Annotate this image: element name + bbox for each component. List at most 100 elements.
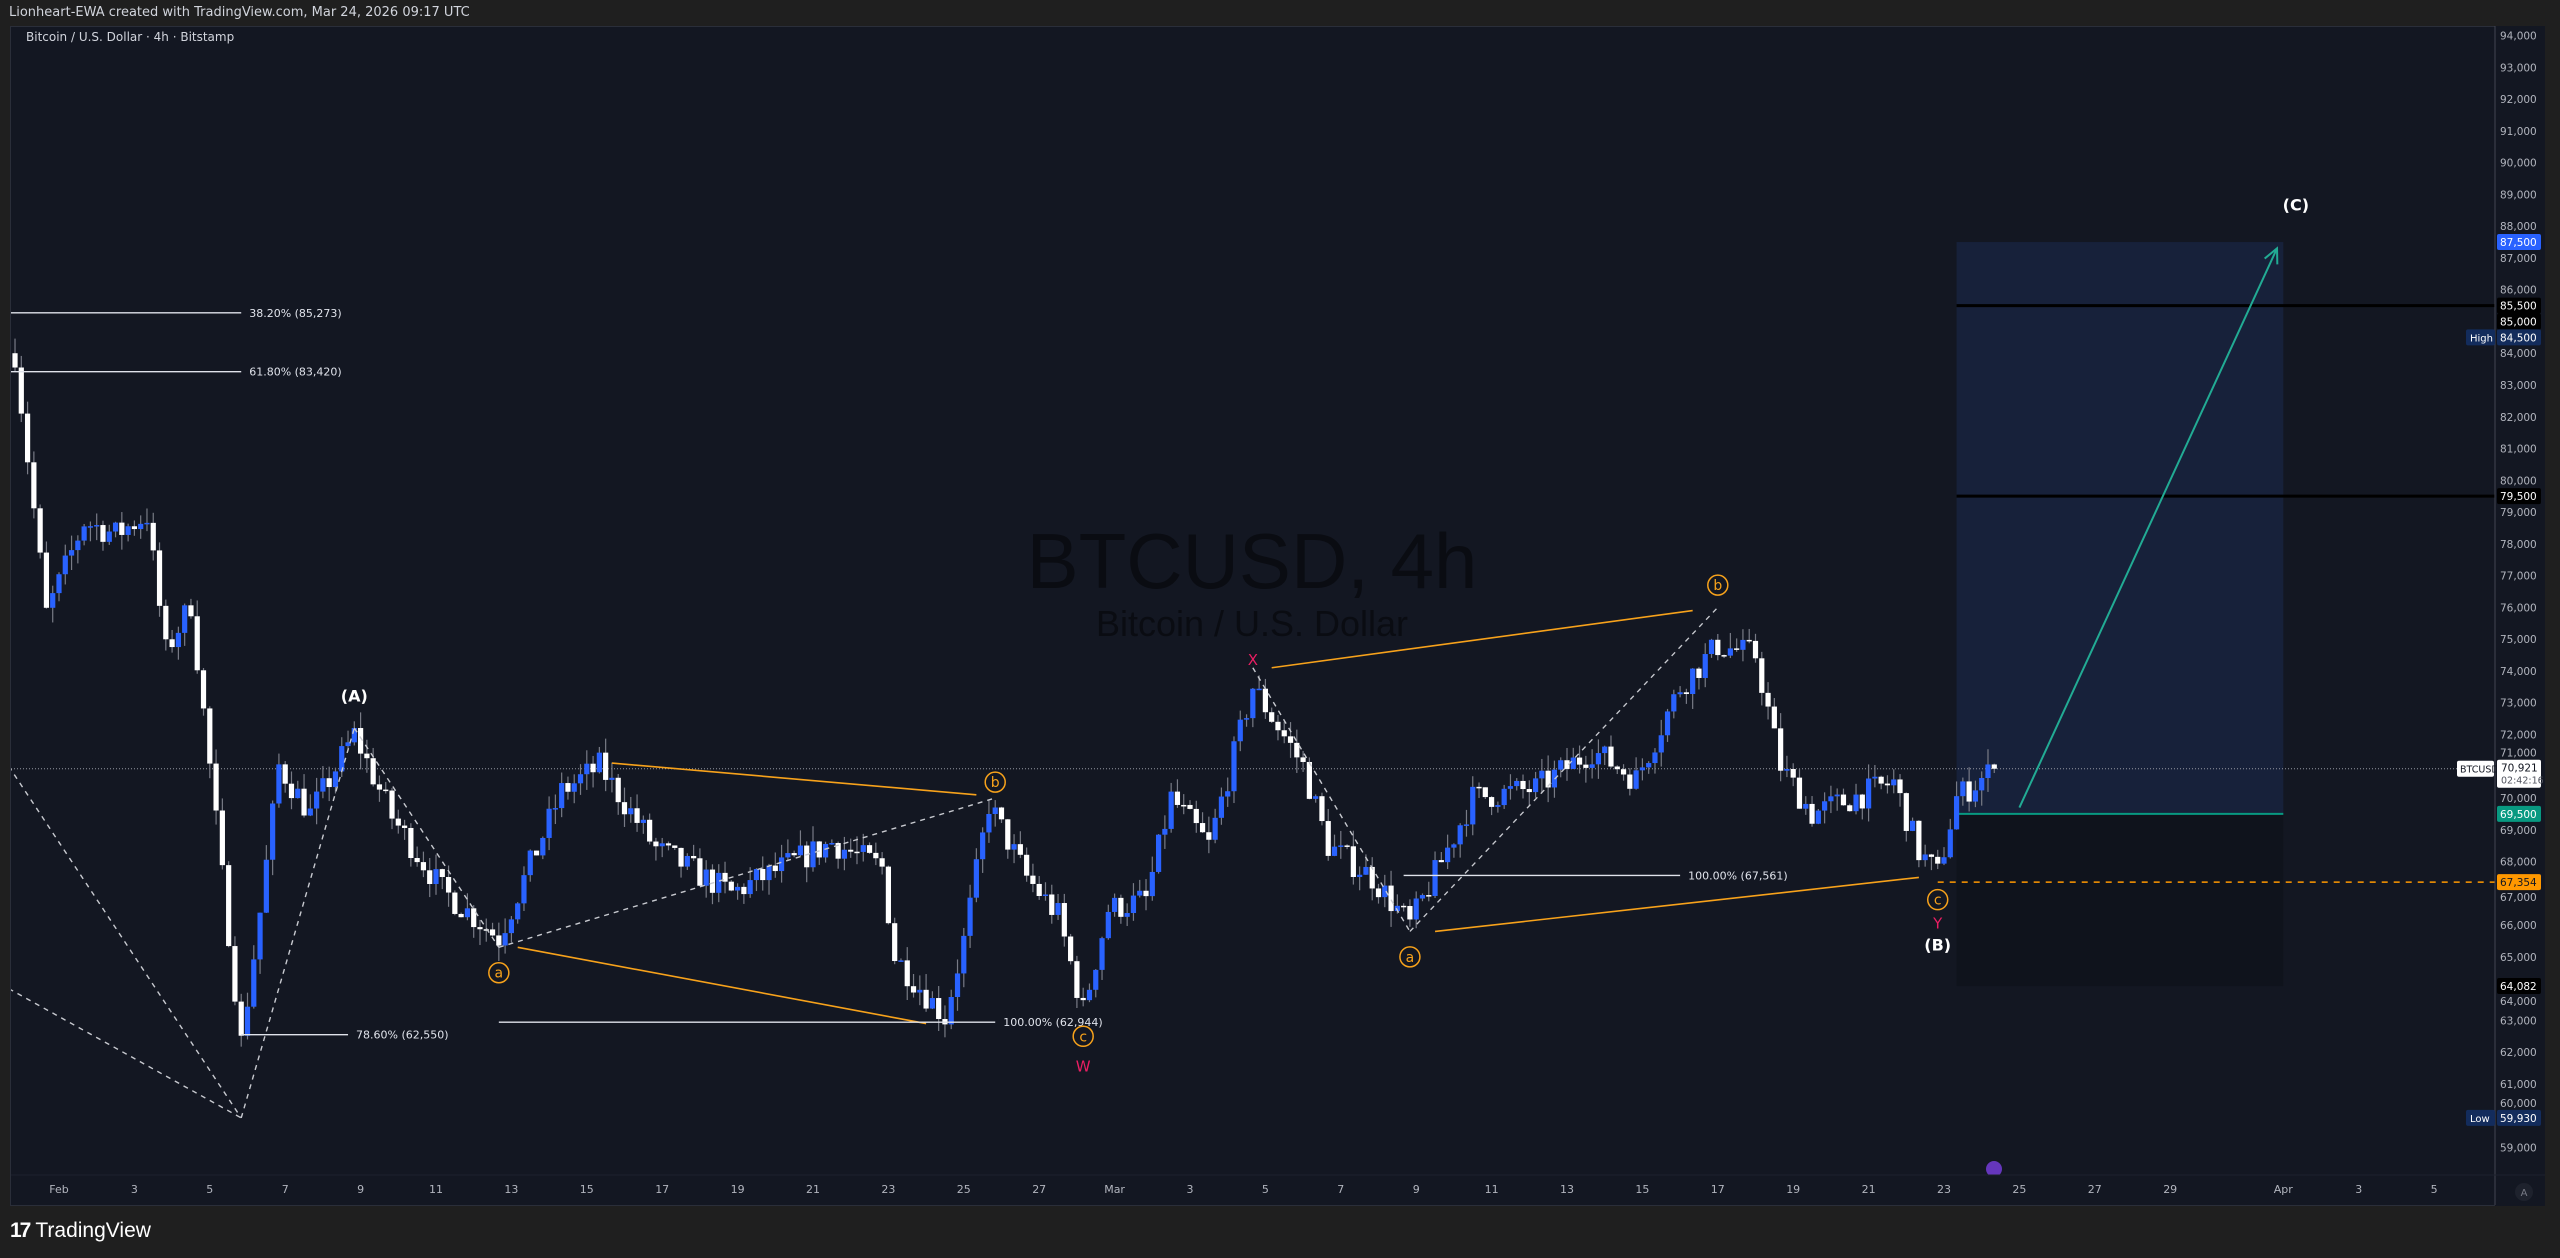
candle xyxy=(1476,782,1482,799)
wave-label: b xyxy=(1713,578,1722,594)
candle-body xyxy=(1237,719,1243,742)
candle-body xyxy=(533,850,540,856)
candle-body xyxy=(678,847,684,867)
candle xyxy=(1005,818,1011,859)
candle xyxy=(684,853,690,870)
candle-body xyxy=(1256,688,1262,691)
candle-body xyxy=(43,552,50,608)
candle xyxy=(1979,771,1985,806)
candle xyxy=(1445,834,1451,870)
price-badge-value: 87,500 xyxy=(2500,237,2537,249)
candle xyxy=(1413,891,1419,929)
candle xyxy=(634,794,640,832)
candle xyxy=(1124,903,1130,927)
candle xyxy=(1199,812,1206,833)
candle xyxy=(540,836,546,860)
candle-body xyxy=(1790,768,1796,778)
candle-body xyxy=(552,808,558,810)
candle xyxy=(1822,792,1828,824)
candle xyxy=(552,794,558,825)
candle xyxy=(1055,893,1061,920)
candle-body xyxy=(1294,742,1300,758)
candle xyxy=(1627,768,1633,796)
candle xyxy=(948,989,954,1030)
candle xyxy=(1155,834,1162,874)
candle-body xyxy=(1903,793,1909,831)
candle-body xyxy=(766,865,772,881)
candle xyxy=(722,861,728,894)
candle-body xyxy=(703,869,709,886)
last-price-value: 70,921 xyxy=(2501,763,2538,775)
candle-body xyxy=(226,865,232,947)
bar-countdown: 02:42:16 xyxy=(2501,776,2544,787)
candle xyxy=(1702,643,1708,688)
date-tick-label: 13 xyxy=(504,1183,518,1196)
candle-body xyxy=(106,531,112,542)
candle-body xyxy=(577,774,584,784)
wave-label-circle xyxy=(1707,574,1729,596)
candle xyxy=(94,513,100,541)
candle xyxy=(1721,654,1727,659)
candle xyxy=(458,912,464,918)
candle xyxy=(917,975,923,1006)
candle-body xyxy=(1419,895,1426,899)
candle xyxy=(1759,651,1765,706)
date-tick-label: 17 xyxy=(1711,1183,1725,1196)
candle xyxy=(332,767,339,794)
candle xyxy=(1457,823,1463,858)
candle-body xyxy=(1677,692,1683,695)
candle xyxy=(1558,757,1564,778)
candle xyxy=(584,750,590,790)
tradingview-brand[interactable]: 17 TradingView xyxy=(10,1214,151,1248)
candle xyxy=(1482,787,1488,800)
candle-body xyxy=(508,919,514,934)
candle-body xyxy=(56,574,62,594)
candle xyxy=(1583,755,1589,783)
candle-body xyxy=(1859,794,1865,809)
candle-body xyxy=(565,783,571,792)
candle-body xyxy=(401,825,408,828)
candle-body xyxy=(1407,906,1413,920)
candle xyxy=(665,841,672,851)
candle-body xyxy=(1878,776,1884,784)
candle-body xyxy=(709,869,716,893)
price-badge-tag xyxy=(2466,329,2495,346)
candle-body xyxy=(1275,721,1281,731)
candle-body xyxy=(772,865,778,872)
date-tick-label: 3 xyxy=(131,1183,138,1196)
candle xyxy=(219,798,225,870)
target-arrow-line xyxy=(2018,247,2278,808)
candle-body xyxy=(954,973,961,998)
candle xyxy=(81,523,87,546)
candle xyxy=(364,739,370,773)
candle xyxy=(1545,755,1551,803)
price-tick-label: 93,000 xyxy=(2500,62,2537,74)
candle xyxy=(1972,780,1979,808)
candle-body xyxy=(716,872,722,893)
candle-body xyxy=(339,746,345,772)
auto-scale-button[interactable] xyxy=(2515,1183,2533,1201)
date-tick-label: Mar xyxy=(1104,1183,1125,1196)
wave-label-circle xyxy=(1072,1025,1094,1048)
candle-body xyxy=(358,728,364,754)
candle xyxy=(1514,778,1520,791)
candle xyxy=(1049,884,1055,924)
candle xyxy=(1281,721,1287,744)
candle xyxy=(376,775,383,802)
candle-body xyxy=(515,903,521,920)
candle-body xyxy=(998,807,1005,820)
candle xyxy=(621,787,628,827)
date-tick-label: 5 xyxy=(206,1183,213,1196)
candle-body xyxy=(584,763,590,775)
candle xyxy=(1935,849,1941,870)
candle-body xyxy=(175,632,181,648)
price-badge-value: 59,930 xyxy=(2500,1113,2537,1125)
candle xyxy=(169,629,175,653)
candle xyxy=(1589,749,1595,779)
candle xyxy=(439,868,445,890)
candle-body xyxy=(621,802,628,815)
candle xyxy=(653,837,659,861)
candle-body xyxy=(785,853,791,858)
candle xyxy=(1331,834,1338,857)
